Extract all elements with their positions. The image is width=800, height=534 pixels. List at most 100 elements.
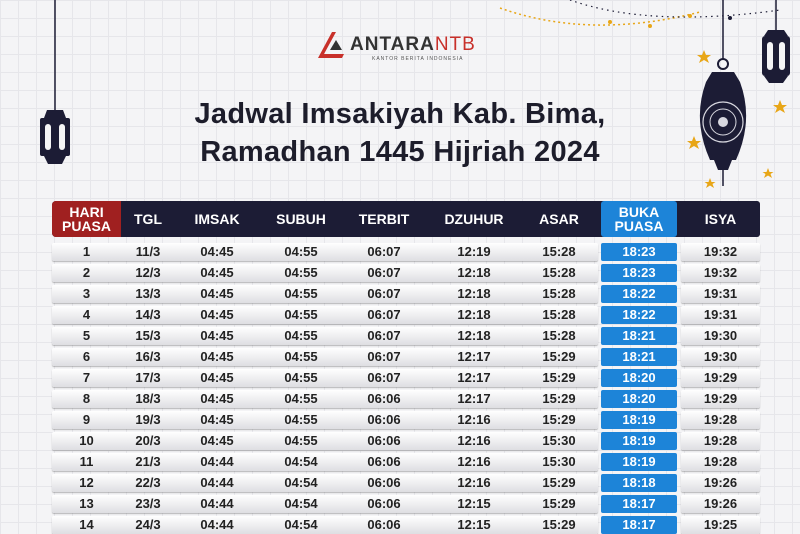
row-bg-main [52,432,598,450]
cell-buka-puasa: 18:21 [622,349,656,364]
small-lantern-icon [762,0,790,83]
header-asar: ASAR [539,211,579,227]
ornate-lantern-icon [699,0,747,186]
row-bg-main [52,390,598,408]
cell-subuh: 04:55 [284,433,318,448]
cell-hari: 10 [79,433,94,448]
cell-subuh: 04:54 [284,475,318,490]
cell-terbit: 06:06 [367,433,401,448]
cell-isya: 19:28 [703,433,738,448]
cell-terbit: 06:06 [367,454,401,469]
cell-dzuhur: 12:15 [457,496,491,511]
cell-subuh: 04:54 [284,454,318,469]
cell-imsak: 04:45 [200,307,234,322]
cell-isya: 19:25 [703,517,738,532]
cell-terbit: 06:07 [367,328,401,343]
cell-asar: 15:30 [542,454,576,469]
table-row: 5 15/3 04:45 04:55 06:07 12:18 15:28 18:21 19:30 [52,327,760,345]
cell-dzuhur: 12:18 [457,328,491,343]
cell-buka-puasa: 18:23 [622,244,656,259]
header-isya: ISYA [704,211,737,227]
cell-subuh: 04:55 [284,307,318,322]
header-subuh: SUBUH [276,211,326,227]
cell-tgl: 15/3 [135,328,161,343]
cell-terbit: 06:07 [367,307,401,322]
row-bg-isya [681,327,760,345]
row-bg-isya [681,369,760,387]
cell-hari: 7 [82,370,91,385]
cell-buka-puasa: 18:18 [622,475,656,490]
cell-tgl: 17/3 [135,370,161,385]
cell-hari: 5 [82,328,91,343]
row-bg-buka [601,348,677,366]
string-lights-decoration [499,0,781,28]
cell-hari: 3 [82,286,91,301]
cell-terbit: 06:07 [367,370,401,385]
cell-asar: 15:29 [542,475,576,490]
cell-hari: 12 [79,475,94,490]
table-row: 6 16/3 04:45 04:55 06:07 12:17 15:29 18:21 19:30 [52,348,760,366]
row-bg-main [52,327,598,345]
row-bg-main [52,495,598,513]
table-row: 9 19/3 04:45 04:55 06:06 12:16 15:29 18:19 19:28 [52,411,760,429]
cell-buka-puasa: 18:19 [622,454,656,469]
cell-dzuhur: 12:16 [457,475,491,490]
cell-subuh: 04:55 [284,370,318,385]
table-row: 2 12/3 04:45 04:55 06:07 12:18 15:28 18:23 19:32 [52,264,760,282]
cell-tgl: 16/3 [135,349,161,364]
cell-buka-puasa: 18:19 [622,433,656,448]
row-bg-isya [681,285,760,303]
row-bg-isya [681,348,760,366]
cell-isya: 19:29 [703,370,738,385]
cell-tgl: 20/3 [135,433,161,448]
header-isya-bg [681,201,760,237]
cell-dzuhur: 12:18 [457,265,491,280]
cell-asar: 15:28 [542,307,576,322]
cell-dzuhur: 12:17 [457,349,491,364]
table-row: 12 22/3 04:44 04:54 06:06 12:16 15:29 18:18 19:2… [52,474,760,492]
row-bg-isya [681,306,760,324]
cell-hari: 9 [82,412,91,427]
cell-subuh: 04:55 [284,265,318,280]
row-bg-isya [681,516,760,534]
cell-terbit: 06:07 [367,349,401,364]
cell-tgl: 19/3 [135,412,161,427]
cell-asar: 15:29 [542,370,576,385]
cell-isya: 19:30 [703,328,738,343]
cell-hari: 13 [79,496,94,511]
logo-wordmark: ANTARANTB [350,34,476,55]
stars-decoration [687,50,787,188]
cell-terbit: 06:06 [367,496,401,511]
table-row: 13 23/3 04:44 04:54 06:06 12:15 15:29 18:17 19:2… [52,495,760,513]
cell-imsak: 04:45 [200,433,234,448]
cell-isya: 19:30 [703,349,738,364]
row-bg-buka [601,264,677,282]
cell-subuh: 04:54 [284,517,318,532]
cell-hari: 8 [82,391,91,406]
row-bg-main [52,243,598,261]
header-imsak: IMSAK [194,211,240,227]
cell-dzuhur: 12:16 [457,412,491,427]
header-hari-puasa: HARI PUASA [61,204,111,234]
row-bg-isya [681,432,760,450]
cell-tgl: 14/3 [135,307,161,322]
cell-buka-puasa: 18:23 [622,265,656,280]
cell-buka-puasa: 18:21 [622,328,656,343]
cell-imsak: 04:44 [200,454,234,469]
cell-isya: 19:32 [703,244,738,259]
row-bg-main [52,453,598,471]
cell-subuh: 04:55 [284,328,318,343]
cell-hari: 11 [79,454,94,469]
cell-asar: 15:29 [542,391,576,406]
cell-asar: 15:28 [542,286,576,301]
cell-asar: 15:29 [542,517,576,532]
cell-imsak: 04:45 [200,265,234,280]
cell-isya: 19:26 [703,475,738,490]
cell-tgl: 12/3 [135,265,161,280]
table-row: 4 14/3 04:45 04:55 06:07 12:18 15:28 18:22 19:31 [52,306,760,324]
row-bg-isya [681,474,760,492]
cell-imsak: 04:44 [200,517,234,532]
cell-terbit: 06:06 [367,391,401,406]
cell-tgl: 11/3 [135,244,161,259]
row-bg-main [52,474,598,492]
